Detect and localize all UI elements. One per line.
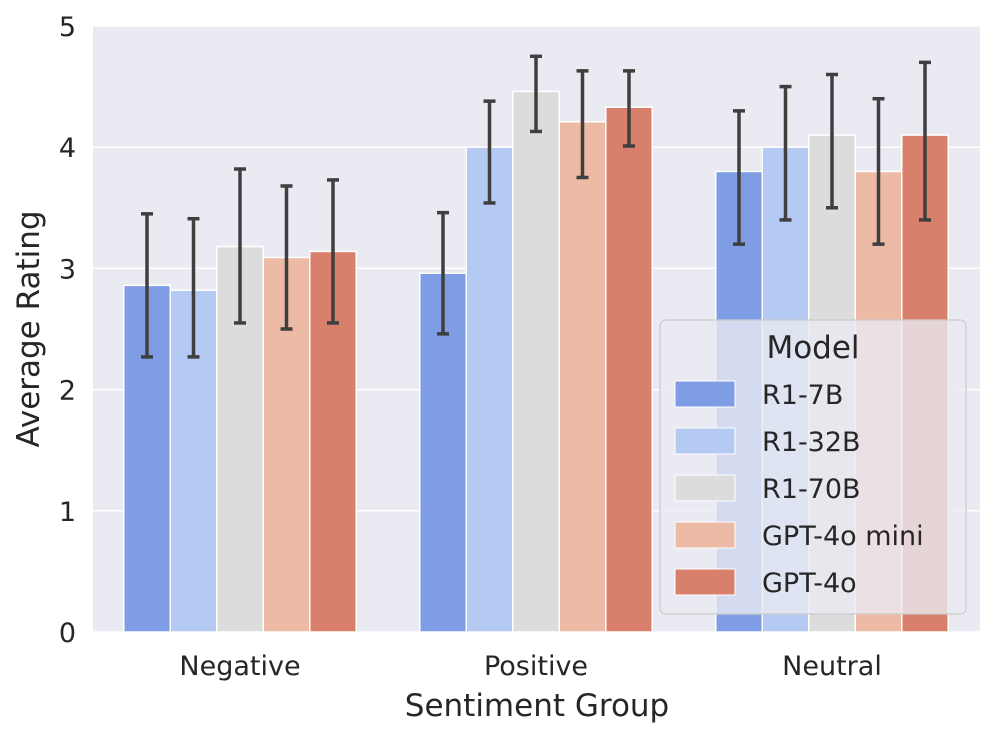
x-tick-label: Positive	[484, 651, 588, 682]
error-bars	[141, 54, 931, 359]
legend-swatch	[674, 474, 736, 502]
bar	[558, 120, 607, 633]
y-tick-label: 5	[59, 12, 76, 43]
legend: Model R1-7B R1-32B R1-70B GPT-4o mini GPT-4o	[659, 319, 967, 615]
bar	[512, 90, 560, 633]
y-tick-label: 4	[59, 133, 76, 164]
bar	[465, 146, 514, 633]
y-tick-label: 0	[59, 618, 76, 649]
y-tick-labels: 0 1 2 3 4 5	[59, 12, 76, 649]
x-tick-label: Negative	[179, 651, 300, 682]
y-tick-label: 1	[59, 497, 76, 528]
y-axis-label: Average Rating	[11, 210, 47, 447]
legend-items: R1-7B R1-32B R1-70B GPT-4o mini GPT-4o	[674, 380, 924, 599]
x-axis-label: Sentiment Group	[405, 688, 669, 724]
bar	[605, 106, 653, 633]
legend-label: GPT-4o	[762, 568, 857, 599]
legend-label: GPT-4o mini	[762, 521, 924, 552]
legend-swatch	[674, 521, 736, 549]
x-tick-label: Neutral	[782, 651, 882, 682]
legend-swatch	[674, 568, 736, 596]
legend-swatch	[674, 427, 736, 455]
y-tick-label: 3	[59, 254, 76, 285]
legend-swatch	[674, 380, 736, 408]
legend-label: R1-32B	[762, 427, 861, 458]
y-tick-label: 2	[59, 376, 76, 407]
legend-title: Model	[766, 330, 859, 366]
x-tick-labels: Negative Positive Neutral	[179, 651, 881, 682]
legend-label: R1-70B	[762, 474, 861, 505]
legend-label: R1-7B	[762, 380, 843, 411]
legend-frame	[659, 319, 967, 615]
